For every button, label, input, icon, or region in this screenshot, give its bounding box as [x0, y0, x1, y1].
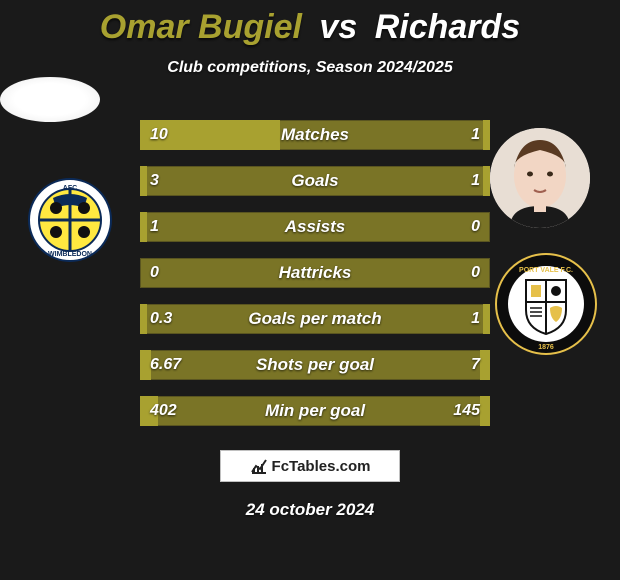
club-badge-left: WIMBLEDON AFC [20, 178, 120, 262]
svg-text:1876: 1876 [538, 344, 554, 351]
title-player1: Omar Bugiel [100, 8, 302, 46]
page-title: Omar Bugiel vs Richards [0, 0, 620, 47]
title-player2: Richards [375, 8, 521, 46]
site-logo: FcTables.com [220, 450, 400, 482]
stat-row: 10Assists [140, 212, 490, 242]
stat-label: Min per goal [140, 396, 490, 426]
stat-label: Goals [140, 166, 490, 196]
site-logo-text: FcTables.com [272, 458, 371, 475]
player-left-avatar [0, 77, 100, 122]
player-right-avatar [490, 128, 590, 228]
avatar-placeholder-icon [0, 77, 100, 122]
stat-row: 101Matches [140, 120, 490, 150]
subtitle: Club competitions, Season 2024/2025 [0, 59, 620, 77]
stat-label: Matches [140, 120, 490, 150]
stats-comparison: 101Matches 31Goals 10Assists 00Hattricks 0.3… [140, 120, 490, 442]
svg-text:WIMBLEDON: WIMBLEDON [48, 251, 92, 258]
stat-label: Goals per match [140, 304, 490, 334]
chart-icon [250, 457, 268, 475]
title-vs: vs [319, 8, 357, 46]
svg-text:PORT VALE F.C.: PORT VALE F.C. [519, 267, 573, 274]
stat-row: 0.31Goals per match [140, 304, 490, 334]
stat-label: Assists [140, 212, 490, 242]
stat-row: 31Goals [140, 166, 490, 196]
stat-row: 6.677Shots per goal [140, 350, 490, 380]
svg-text:AFC: AFC [63, 185, 77, 192]
stat-row: 00Hattricks [140, 258, 490, 288]
face-icon [490, 128, 590, 228]
footer-date: 24 october 2024 [0, 500, 620, 520]
stat-label: Shots per goal [140, 350, 490, 380]
stat-label: Hattricks [140, 258, 490, 288]
club-badge-right: 1876 PORT VALE F.C. [494, 252, 598, 356]
stat-row: 402145Min per goal [140, 396, 490, 426]
